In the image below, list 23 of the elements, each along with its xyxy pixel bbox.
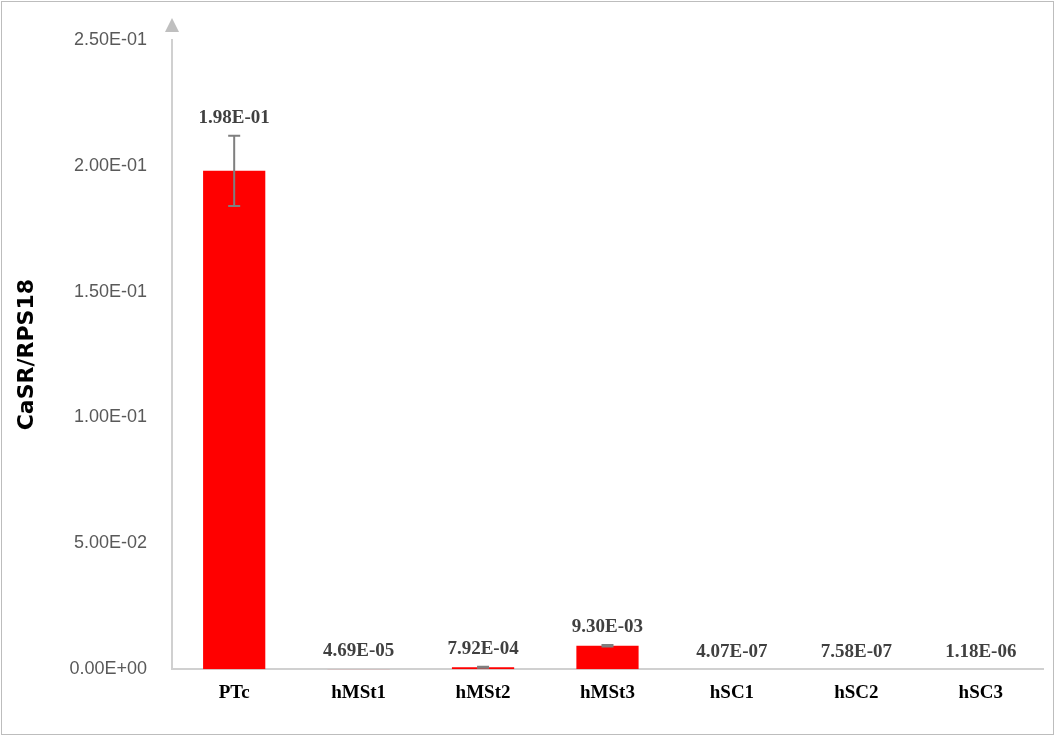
x-tick-label: hSC1 — [709, 680, 755, 702]
x-tick-label: hMSt2 — [455, 680, 511, 702]
x-tick-label: hMSt3 — [580, 680, 635, 702]
x-tick-label: hSC2 — [834, 680, 879, 702]
y-tick-label: 2.50E-01 — [73, 28, 147, 49]
y-tick-label: 2.00E-01 — [73, 154, 147, 175]
y-tick-label: 1.00E-01 — [73, 406, 147, 427]
data-label: 7.92E-04 — [447, 637, 520, 659]
x-tick-label: hMSt1 — [331, 680, 387, 702]
data-label: 1.18E-06 — [945, 639, 1017, 661]
data-label: 4.69E-05 — [323, 639, 395, 661]
bar — [203, 170, 266, 670]
bar — [576, 645, 639, 670]
data-label: 1.98E-01 — [198, 106, 270, 128]
y-tick-label: 5.00E-02 — [73, 532, 147, 553]
data-label: 9.30E-03 — [571, 615, 644, 637]
x-tick-label: hSC3 — [958, 680, 1003, 702]
x-tick-label: PTc — [218, 680, 250, 702]
y-tick-label: 0.00E+00 — [69, 658, 147, 679]
data-label: 4.07E-07 — [696, 639, 769, 661]
y-axis-title: CaSR/RPS18 — [12, 278, 38, 431]
data-label: 7.58E-07 — [820, 639, 893, 661]
y-tick-label: 1.50E-01 — [73, 280, 147, 301]
